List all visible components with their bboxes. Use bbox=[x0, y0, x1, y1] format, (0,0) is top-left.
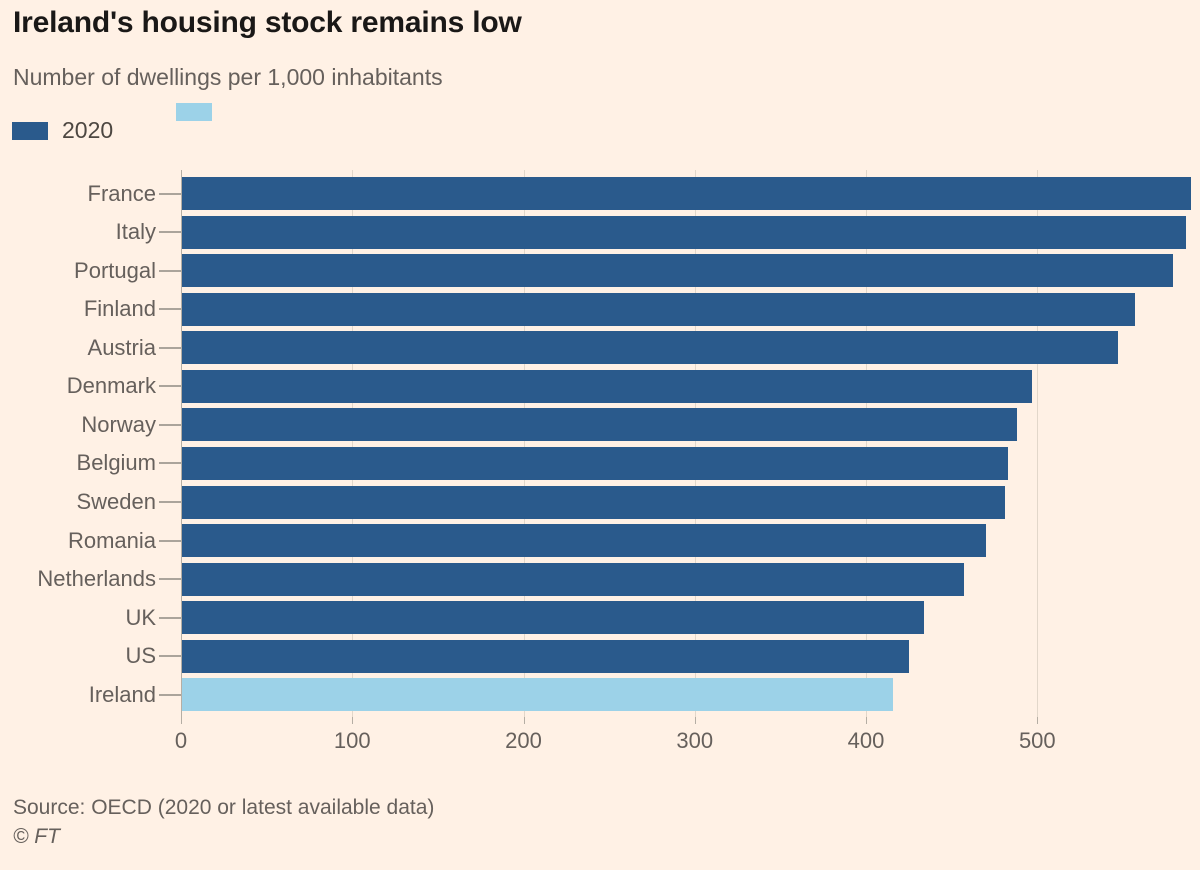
country-label: Romania bbox=[67, 527, 156, 553]
label-tick-dash bbox=[159, 423, 181, 426]
legend-swatch-2020 bbox=[12, 122, 48, 140]
label-tick-dash bbox=[159, 578, 181, 581]
y-axis-line bbox=[181, 170, 182, 717]
bar-ireland-highlighted bbox=[182, 678, 893, 712]
x-axis-tick bbox=[181, 717, 182, 724]
grid-line bbox=[352, 170, 354, 717]
grid-line bbox=[866, 170, 868, 717]
bar bbox=[182, 524, 986, 558]
bar bbox=[182, 446, 1008, 480]
country-label: Portugal bbox=[74, 257, 156, 283]
label-tick-dash bbox=[159, 385, 181, 388]
x-axis-tick bbox=[694, 717, 696, 724]
x-tick-label: 400 bbox=[847, 728, 885, 753]
country-label: US bbox=[125, 643, 156, 669]
bar bbox=[182, 601, 924, 635]
country-label: Austria bbox=[87, 334, 156, 360]
x-axis-tick bbox=[866, 717, 868, 724]
country-label: Sweden bbox=[76, 489, 156, 515]
grid-line bbox=[1037, 170, 1039, 717]
country-label: Norway bbox=[81, 411, 156, 437]
bar bbox=[182, 215, 1186, 249]
x-tick-label: 200 bbox=[505, 728, 542, 753]
country-label: Netherlands bbox=[37, 566, 156, 592]
bar bbox=[182, 408, 1017, 442]
label-tick-dash bbox=[159, 616, 181, 619]
x-tick-label: 0 bbox=[174, 728, 188, 753]
ft-copyright: © FT bbox=[13, 825, 60, 848]
x-tick-label: 500 bbox=[1018, 728, 1056, 753]
x-tick-label: 100 bbox=[333, 728, 371, 753]
x-axis-tick bbox=[1037, 717, 1039, 724]
country-label: Belgium bbox=[76, 450, 156, 476]
grid-line bbox=[523, 170, 525, 717]
label-tick-dash bbox=[159, 231, 181, 234]
x-axis-tick bbox=[523, 717, 525, 724]
source-note: Source: OECD (2020 or latest available d… bbox=[13, 796, 435, 819]
bar bbox=[182, 254, 1173, 288]
label-tick-dash bbox=[159, 462, 181, 465]
label-tick-dash bbox=[159, 192, 181, 195]
label-tick-dash bbox=[159, 693, 181, 696]
bar bbox=[182, 331, 1118, 365]
legend-label-2020: 2020 bbox=[62, 117, 114, 143]
country-label: UK bbox=[125, 604, 156, 630]
bar bbox=[182, 562, 964, 596]
country-label: Finland bbox=[83, 296, 156, 322]
bar bbox=[182, 639, 909, 673]
country-label: Italy bbox=[115, 219, 156, 245]
chart-subtitle: Number of dwellings per 1,000 inhabitant… bbox=[13, 64, 443, 90]
label-tick-dash bbox=[159, 539, 181, 542]
x-axis-tick bbox=[352, 717, 354, 724]
bar bbox=[182, 177, 1191, 210]
bar bbox=[182, 369, 1032, 403]
chart-title: Ireland's housing stock remains low bbox=[13, 6, 522, 39]
grid-line bbox=[694, 170, 696, 717]
country-label: Denmark bbox=[66, 373, 156, 399]
country-label: France bbox=[87, 180, 156, 206]
label-tick-dash bbox=[159, 655, 181, 658]
legend-swatch-highlight bbox=[176, 103, 212, 121]
label-tick-dash bbox=[159, 308, 181, 311]
bar bbox=[182, 485, 1005, 519]
label-tick-dash bbox=[159, 501, 181, 504]
country-label: Ireland bbox=[88, 681, 156, 707]
bar bbox=[182, 292, 1135, 326]
label-tick-dash bbox=[159, 346, 181, 349]
label-tick-dash bbox=[159, 269, 181, 272]
x-tick-label: 300 bbox=[676, 728, 714, 753]
